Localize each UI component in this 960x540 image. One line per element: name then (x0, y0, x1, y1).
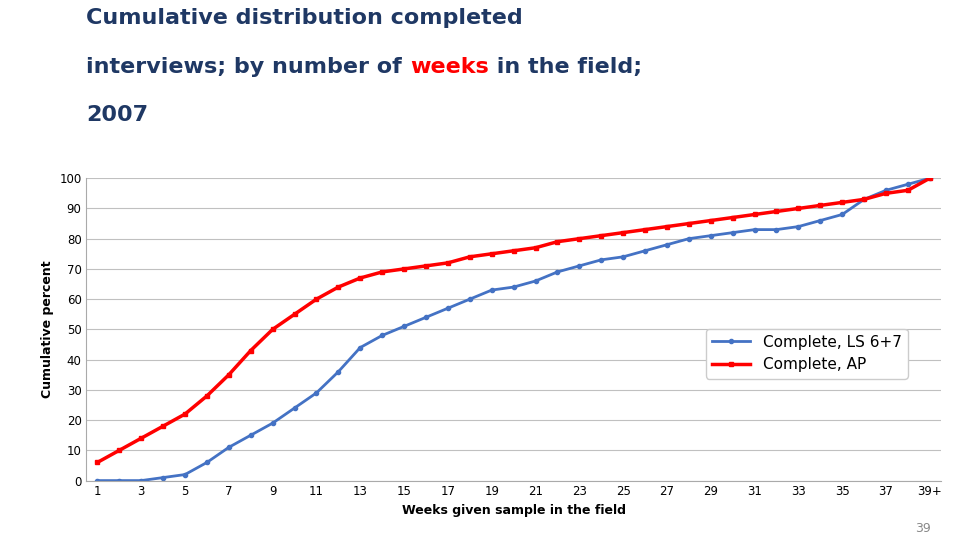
Complete, LS 6+7 (880, 187, 892, 193)
Complete, AP (420, 262, 432, 269)
Complete, LS 6+7 (464, 296, 475, 302)
Complete, AP (157, 423, 169, 429)
Complete, AP (180, 411, 191, 417)
Complete, AP (332, 284, 344, 291)
Complete, AP (289, 311, 300, 318)
Complete, AP (661, 224, 673, 230)
Complete, AP (245, 347, 256, 354)
Complete, LS 6+7 (289, 405, 300, 411)
Complete, AP (880, 190, 892, 197)
Complete, AP (376, 269, 388, 275)
Complete, LS 6+7 (354, 345, 366, 351)
Complete, LS 6+7 (727, 230, 738, 236)
Complete, AP (639, 226, 651, 233)
Complete, LS 6+7 (267, 420, 278, 427)
Complete, AP (486, 251, 497, 257)
Complete, AP (443, 260, 454, 266)
Y-axis label: Cumulative percent: Cumulative percent (40, 261, 54, 398)
Complete, LS 6+7 (398, 323, 410, 329)
X-axis label: Weeks given sample in the field: Weeks given sample in the field (401, 504, 626, 517)
Complete, LS 6+7 (376, 332, 388, 339)
Complete, AP (573, 235, 585, 242)
Complete, LS 6+7 (684, 235, 695, 242)
Complete, LS 6+7 (902, 181, 914, 187)
Complete, AP (91, 459, 103, 465)
Line: Complete, AP: Complete, AP (95, 176, 932, 464)
Text: weeks: weeks (410, 57, 489, 77)
Text: in the field;: in the field; (489, 57, 642, 77)
Complete, LS 6+7 (705, 232, 716, 239)
Complete, LS 6+7 (157, 474, 169, 481)
Complete, LS 6+7 (771, 226, 782, 233)
Complete, LS 6+7 (836, 211, 848, 218)
Complete, LS 6+7 (661, 241, 673, 248)
Text: 2007: 2007 (86, 105, 149, 125)
Complete, AP (530, 245, 541, 251)
Complete, LS 6+7 (814, 217, 826, 224)
Complete, AP (113, 447, 125, 454)
Complete, LS 6+7 (180, 471, 191, 478)
Complete, LS 6+7 (530, 278, 541, 284)
Complete, LS 6+7 (924, 175, 936, 181)
Complete, LS 6+7 (91, 477, 103, 484)
Complete, LS 6+7 (202, 459, 213, 465)
Complete, AP (508, 247, 519, 254)
Complete, LS 6+7 (223, 444, 234, 450)
Complete, AP (267, 326, 278, 333)
Complete, AP (836, 199, 848, 206)
Complete, LS 6+7 (332, 368, 344, 375)
Complete, AP (684, 220, 695, 227)
Complete, LS 6+7 (573, 262, 585, 269)
Complete, AP (354, 275, 366, 281)
Text: 39: 39 (916, 522, 931, 535)
Complete, LS 6+7 (617, 254, 629, 260)
Complete, LS 6+7 (486, 287, 497, 293)
Complete, AP (924, 175, 936, 181)
Complete, LS 6+7 (793, 224, 804, 230)
Complete, LS 6+7 (443, 305, 454, 312)
Complete, LS 6+7 (135, 477, 147, 484)
Complete, AP (552, 239, 564, 245)
Complete, AP (464, 254, 475, 260)
Complete, AP (727, 214, 738, 221)
Complete, AP (771, 208, 782, 215)
Complete, LS 6+7 (858, 196, 870, 202)
Complete, LS 6+7 (749, 226, 760, 233)
Complete, AP (595, 232, 607, 239)
Line: Complete, LS 6+7: Complete, LS 6+7 (95, 176, 932, 483)
Complete, LS 6+7 (311, 390, 323, 396)
Complete, LS 6+7 (420, 314, 432, 321)
Complete, AP (202, 393, 213, 399)
Complete, AP (223, 372, 234, 378)
Complete, AP (398, 266, 410, 272)
Complete, AP (814, 202, 826, 208)
Complete, LS 6+7 (508, 284, 519, 291)
Complete, AP (617, 230, 629, 236)
Complete, LS 6+7 (595, 256, 607, 263)
Complete, AP (311, 296, 323, 302)
Legend: Complete, LS 6+7, Complete, AP: Complete, LS 6+7, Complete, AP (706, 329, 907, 379)
Complete, AP (902, 187, 914, 193)
Complete, LS 6+7 (245, 432, 256, 438)
Complete, LS 6+7 (552, 269, 564, 275)
Complete, AP (749, 211, 760, 218)
Complete, AP (135, 435, 147, 442)
Complete, LS 6+7 (113, 477, 125, 484)
Complete, LS 6+7 (639, 247, 651, 254)
Text: Cumulative distribution completed: Cumulative distribution completed (86, 8, 523, 28)
Complete, AP (793, 205, 804, 212)
Text: interviews; by number of: interviews; by number of (86, 57, 410, 77)
Complete, AP (705, 217, 716, 224)
Complete, AP (858, 196, 870, 202)
